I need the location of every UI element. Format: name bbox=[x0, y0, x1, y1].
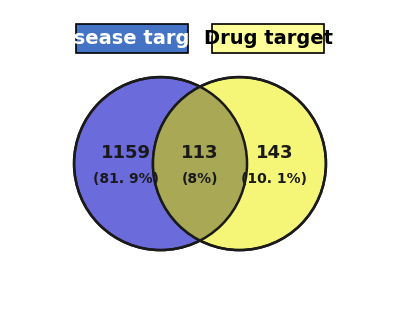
Text: (81. 9%): (81. 9%) bbox=[93, 172, 159, 186]
Text: 143: 143 bbox=[256, 144, 293, 162]
FancyBboxPatch shape bbox=[212, 24, 324, 53]
Text: (10. 1%): (10. 1%) bbox=[241, 172, 307, 186]
Text: Drug target: Drug target bbox=[204, 29, 333, 48]
Circle shape bbox=[153, 77, 326, 250]
Text: (8%): (8%) bbox=[182, 172, 218, 186]
Circle shape bbox=[74, 77, 247, 250]
FancyBboxPatch shape bbox=[76, 24, 188, 53]
Text: Disease target: Disease target bbox=[51, 29, 212, 48]
Circle shape bbox=[153, 77, 326, 250]
Text: 113: 113 bbox=[181, 144, 219, 162]
Text: 1159: 1159 bbox=[101, 144, 151, 162]
